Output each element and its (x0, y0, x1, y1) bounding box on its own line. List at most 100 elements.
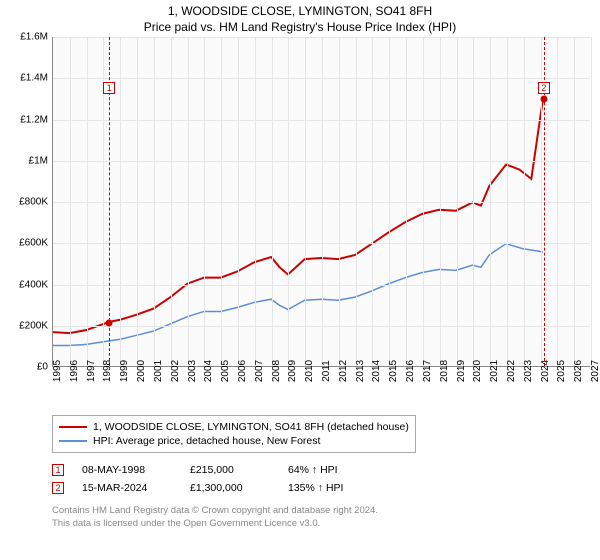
gridline-vertical (339, 37, 340, 366)
gridline-vertical (457, 37, 458, 366)
x-tick-label: 1997 (86, 360, 97, 382)
x-tick-label: 2020 (472, 360, 483, 382)
x-tick-label: 2007 (254, 360, 265, 382)
legend: 1, WOODSIDE CLOSE, LYMINGTON, SO41 8FH (… (52, 415, 416, 453)
x-tick-label: 2013 (355, 360, 366, 382)
gridline-vertical (591, 37, 592, 366)
footnote-line: This data is licensed under the Open Gov… (52, 518, 590, 530)
x-tick-label: 2005 (220, 360, 231, 382)
y-tick-label: £400K (19, 279, 48, 290)
title-address: 1, WOODSIDE CLOSE, LYMINGTON, SO41 8FH (10, 4, 590, 20)
title-subtitle: Price paid vs. HM Land Registry's House … (10, 20, 590, 36)
gridline-vertical (406, 37, 407, 366)
transaction-date: 08-MAY-1998 (82, 464, 172, 476)
plot-region: 12 (52, 37, 590, 367)
x-tick-label: 2021 (489, 360, 500, 382)
gridline-vertical (171, 37, 172, 366)
transactions-table: 1 08-MAY-1998 £215,000 64% ↑ HPI 2 15-MA… (52, 461, 590, 497)
gridline-vertical (490, 37, 491, 366)
x-tick-label: 2018 (439, 360, 450, 382)
transaction-hpi-delta: 135% ↑ HPI (288, 482, 378, 494)
transaction-index-badge: 1 (52, 464, 64, 476)
transaction-price: £1,300,000 (190, 482, 270, 494)
x-tick-label: 1998 (102, 360, 113, 382)
gridline-vertical (188, 37, 189, 366)
legend-label: 1, WOODSIDE CLOSE, LYMINGTON, SO41 8FH (… (93, 421, 409, 433)
y-tick-label: £600K (19, 238, 48, 249)
gridline-vertical (204, 37, 205, 366)
gridline-vertical (221, 37, 222, 366)
gridline-vertical (574, 37, 575, 366)
gridline-vertical (120, 37, 121, 366)
series-line (53, 244, 543, 346)
gridline-vertical (473, 37, 474, 366)
gridline-vertical (305, 37, 306, 366)
series-line (53, 99, 543, 333)
transaction-row: 1 08-MAY-1998 £215,000 64% ↑ HPI (52, 461, 590, 479)
x-tick-label: 1996 (69, 360, 80, 382)
y-tick-label: £1M (29, 155, 48, 166)
marker-dot (106, 319, 113, 326)
gridline-vertical (524, 37, 525, 366)
gridline-vertical (272, 37, 273, 366)
gridline-vertical (389, 37, 390, 366)
gridline-vertical (154, 37, 155, 366)
x-tick-label: 2025 (556, 360, 567, 382)
legend-item: 1, WOODSIDE CLOSE, LYMINGTON, SO41 8FH (… (59, 420, 409, 434)
x-tick-label: 2008 (271, 360, 282, 382)
transaction-price: £215,000 (190, 464, 270, 476)
x-tick-label: 2022 (506, 360, 517, 382)
legend-swatch (59, 440, 87, 442)
gridline-vertical (255, 37, 256, 366)
marker-dot (540, 96, 547, 103)
x-tick-label: 2003 (187, 360, 198, 382)
marker-index-badge: 1 (103, 82, 115, 94)
x-tick-label: 2016 (405, 360, 416, 382)
x-tick-label: 2026 (573, 360, 584, 382)
legend-label: HPI: Average price, detached house, New … (93, 435, 320, 447)
x-tick-label: 2024 (540, 360, 551, 382)
y-tick-label: £1.2M (20, 114, 48, 125)
x-tick-label: 2009 (287, 360, 298, 382)
chart-area: £0£200K£400K£600K£800K£1M£1.2M£1.4M£1.6M… (10, 37, 590, 367)
transaction-date: 15-MAR-2024 (82, 482, 172, 494)
y-tick-label: £200K (19, 320, 48, 331)
gridline-vertical (87, 37, 88, 366)
footnote-line: Contains HM Land Registry data © Crown c… (52, 505, 590, 517)
gridline-vertical (70, 37, 71, 366)
x-tick-label: 2000 (136, 360, 147, 382)
transaction-hpi-delta: 64% ↑ HPI (288, 464, 378, 476)
y-axis: £0£200K£400K£600K£800K£1M£1.2M£1.4M£1.6M (10, 37, 52, 367)
x-tick-label: 2002 (170, 360, 181, 382)
gridline-vertical (372, 37, 373, 366)
x-tick-label: 2027 (590, 360, 600, 382)
x-tick-label: 2006 (237, 360, 248, 382)
x-tick-label: 2011 (321, 360, 332, 382)
x-tick-label: 1999 (119, 360, 130, 382)
x-tick-label: 2023 (523, 360, 534, 382)
gridline-vertical (423, 37, 424, 366)
gridline-vertical (557, 37, 558, 366)
x-tick-label: 2010 (304, 360, 315, 382)
transaction-row: 2 15-MAR-2024 £1,300,000 135% ↑ HPI (52, 479, 590, 497)
gridline-vertical (440, 37, 441, 366)
y-tick-label: £1.4M (20, 73, 48, 84)
legend-swatch (59, 426, 87, 428)
chart-title: 1, WOODSIDE CLOSE, LYMINGTON, SO41 8FH P… (10, 4, 590, 35)
marker-index-badge: 2 (538, 82, 550, 94)
gridline-vertical (507, 37, 508, 366)
x-axis: 1995199619971998199920002001200220032004… (52, 367, 590, 411)
x-tick-label: 2019 (456, 360, 467, 382)
legend-item: HPI: Average price, detached house, New … (59, 434, 409, 448)
chart-container: 1, WOODSIDE CLOSE, LYMINGTON, SO41 8FH P… (0, 0, 600, 530)
gridline-vertical (238, 37, 239, 366)
gridline-vertical (356, 37, 357, 366)
footnote: Contains HM Land Registry data © Crown c… (52, 505, 590, 530)
y-tick-label: £1.6M (20, 32, 48, 43)
gridline-vertical (288, 37, 289, 366)
x-tick-label: 1995 (52, 360, 63, 382)
x-tick-label: 2004 (203, 360, 214, 382)
x-tick-label: 2001 (153, 360, 164, 382)
gridline-vertical (322, 37, 323, 366)
x-tick-label: 2017 (422, 360, 433, 382)
